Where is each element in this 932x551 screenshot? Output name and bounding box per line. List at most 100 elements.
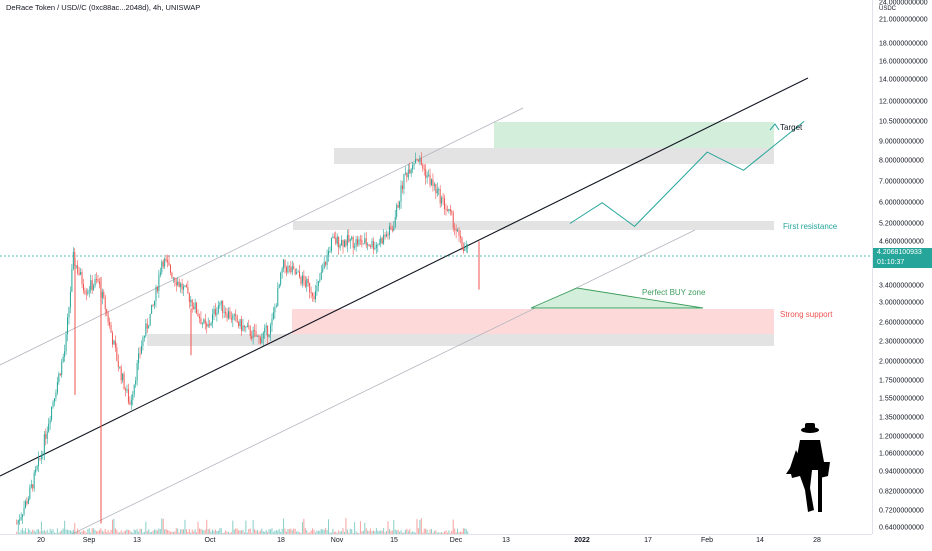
volume-bar	[97, 531, 99, 534]
candle-body	[225, 311, 227, 314]
candle-body	[104, 297, 106, 310]
price-chart[interactable]	[0, 0, 872, 534]
candle-body	[206, 323, 208, 327]
candle-body	[368, 244, 370, 247]
candle-body	[77, 265, 79, 274]
candle-body	[251, 336, 253, 339]
candle-body	[135, 380, 137, 385]
price-axis[interactable]: 24.0000000000 21.0000000000 18.0000000000 1…	[872, 0, 932, 534]
candle-body	[377, 244, 379, 246]
volume-bar	[40, 521, 42, 534]
candle-body	[113, 340, 115, 345]
volume-bar	[452, 519, 454, 534]
candle-body	[444, 198, 446, 210]
candle-body	[387, 234, 389, 236]
volume-bar	[422, 532, 424, 534]
volume-bar	[93, 528, 95, 534]
candle-body	[423, 168, 425, 170]
volume-bar	[96, 531, 98, 534]
candle-body	[335, 237, 337, 244]
volume-bar	[400, 530, 402, 534]
candle-body	[271, 318, 273, 326]
time-tick-label: 2022	[574, 537, 590, 544]
candle-body	[312, 293, 314, 296]
candle-body	[198, 316, 200, 319]
volume-bar	[146, 531, 148, 534]
candle-body	[155, 286, 157, 301]
volume-bar	[326, 530, 328, 534]
candle-body	[82, 284, 84, 291]
volume-bar	[238, 530, 240, 534]
volume-bar	[348, 532, 350, 534]
candle-body	[278, 284, 280, 288]
volume-bar	[74, 522, 76, 534]
candle-body	[320, 271, 322, 280]
volume-bar	[164, 529, 166, 534]
volume-bar	[368, 531, 370, 534]
grey-zone-lower	[147, 334, 774, 346]
volume-bar	[393, 520, 395, 534]
volume-bar	[191, 529, 193, 534]
candle-body	[156, 286, 158, 291]
volume-bar	[271, 528, 273, 534]
candle-body	[38, 458, 40, 466]
current-price-badge[interactable]: 4.2068100933 01:10:37	[873, 248, 932, 268]
volume-bar	[148, 529, 150, 534]
volume-bar	[281, 528, 283, 534]
candle-body	[394, 216, 396, 228]
candle-body	[229, 311, 231, 319]
candle-body	[265, 325, 267, 329]
candle-body	[309, 282, 311, 293]
projection-path	[569, 121, 805, 228]
candle-body	[465, 247, 467, 249]
time-axis[interactable]: 20 Sep 13 Oct 18 Nov 15 Dec 13 2022 17 Feb 14 28	[0, 534, 872, 551]
candle-body	[258, 335, 260, 338]
volume-bar	[259, 530, 261, 534]
candle-body	[454, 228, 456, 230]
candle-body	[187, 287, 189, 294]
candle-body	[158, 275, 160, 291]
candle-body	[442, 197, 444, 199]
candle-body	[436, 189, 438, 194]
candle-body	[212, 314, 214, 323]
volume-bar	[258, 531, 260, 534]
volume-bar	[352, 532, 354, 534]
volume-bar	[391, 530, 393, 534]
volume-bar	[194, 529, 196, 534]
candle-body	[461, 237, 463, 248]
volume-bar	[172, 532, 174, 534]
volume-bar	[346, 529, 348, 534]
volume-bar	[136, 529, 138, 534]
candle-body	[354, 246, 356, 248]
price-tick-label: 8.0000000000	[879, 157, 924, 165]
volume-bar	[444, 531, 446, 534]
volume-bar	[203, 530, 205, 534]
volume-bar	[132, 532, 134, 534]
price-tick-label: 1.3500000000	[879, 414, 924, 422]
time-tick-label: Dec	[449, 537, 463, 544]
candle-body	[399, 201, 401, 208]
candle-body	[93, 285, 95, 290]
volume-bar	[69, 530, 71, 534]
candle-body	[106, 309, 108, 313]
volume-bar	[26, 532, 28, 534]
volume-bar	[330, 532, 332, 534]
candle-body	[329, 251, 331, 252]
candle-body	[171, 272, 173, 278]
volume-bar	[381, 530, 383, 534]
volume-bar	[233, 529, 235, 534]
candle-body	[455, 228, 457, 232]
volume-bar	[297, 531, 299, 534]
candle-body	[204, 319, 206, 324]
candle-body	[194, 302, 196, 310]
volume-bar	[236, 528, 238, 534]
volume-bar	[55, 532, 57, 534]
volume-bar	[304, 528, 306, 534]
price-tick-label: 0.9400000000	[879, 468, 924, 476]
candles	[16, 152, 480, 531]
price-tick-label: 1.5500000000	[879, 395, 924, 403]
volume-bar	[306, 530, 308, 534]
candle-body	[342, 239, 344, 247]
volume-bar	[152, 530, 154, 534]
